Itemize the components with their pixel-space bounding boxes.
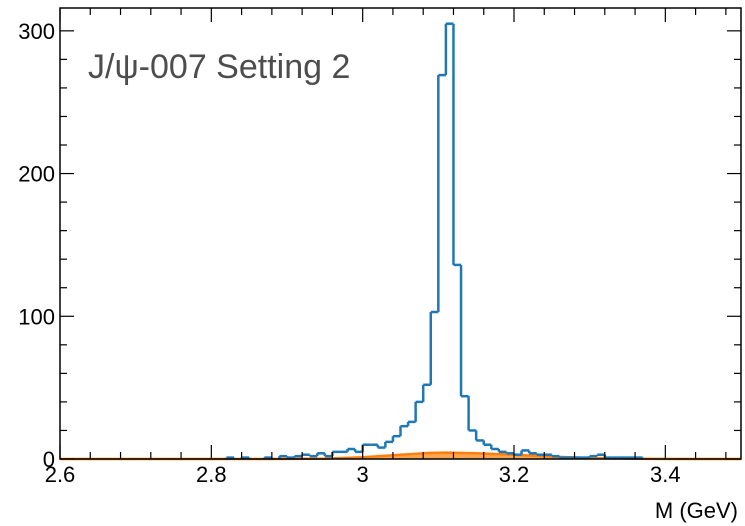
axis-ticks — [59, 8, 741, 460]
x-tick-label: 3.4 — [650, 462, 681, 487]
x-tick-label: 3.2 — [499, 462, 530, 487]
chart-annotation: J/ψ-007 Setting 2 — [88, 48, 350, 86]
x-tick-label: 2.8 — [196, 462, 227, 487]
x-axis-title: M (GeV) — [655, 498, 738, 523]
y-tick-label: 300 — [18, 19, 55, 44]
y-tick-label: 0 — [43, 447, 55, 472]
x-tick-label: 2.6 — [45, 462, 76, 487]
plot-marks — [60, 22, 741, 461]
x-tick-label: 3 — [357, 462, 369, 487]
plot-frame — [59, 7, 742, 460]
tick-labels: 2.6 2.8 3 3.2 3.4 0 100 200 300 — [18, 19, 680, 487]
y-tick-label: 200 — [18, 162, 55, 187]
signal-histogram — [225, 22, 644, 459]
y-tick-label: 100 — [18, 304, 55, 329]
